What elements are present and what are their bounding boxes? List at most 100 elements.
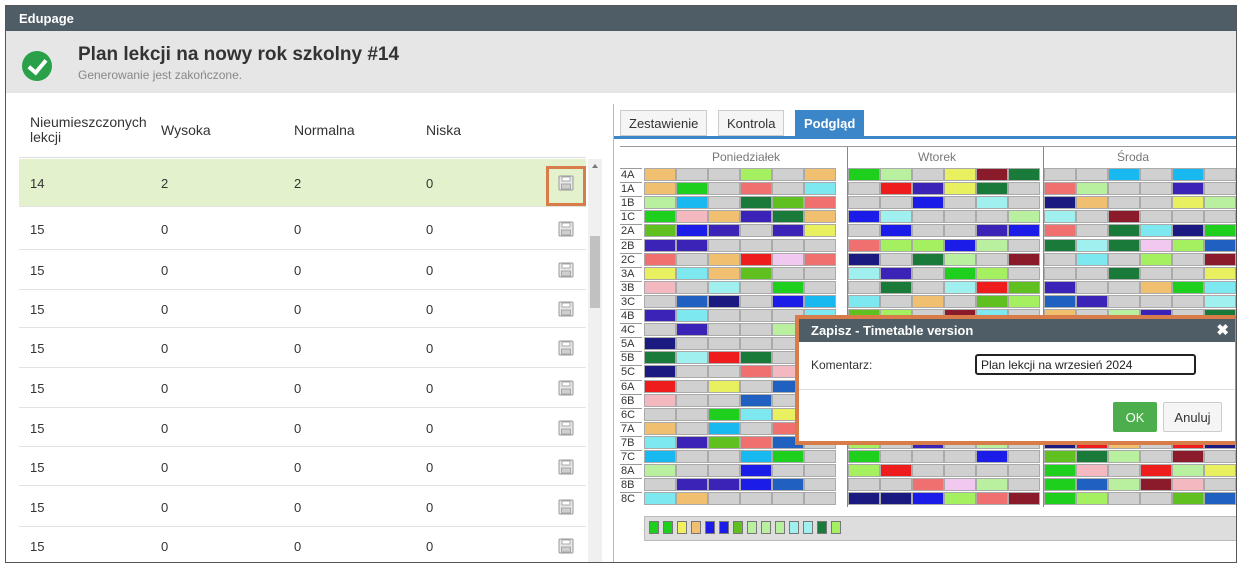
lesson-block: [1008, 266, 1040, 280]
lesson-block: [1076, 224, 1108, 238]
lesson-block: [676, 309, 708, 322]
lesson-block: [1108, 450, 1140, 463]
lesson-block: [1140, 464, 1172, 478]
lesson-block: [880, 464, 912, 478]
lesson-block: [1044, 252, 1076, 266]
legend-swatch: [789, 521, 799, 534]
lesson-block: [1140, 210, 1172, 224]
lesson-block: [772, 478, 804, 492]
app-window: Edupage Plan lekcji na nowy rok szkolny …: [5, 5, 1237, 563]
lesson-block: [976, 478, 1008, 492]
lesson-block: [804, 210, 836, 224]
preview-panel: Zestawienie Kontrola Podgląd Poniedziałe…: [613, 104, 1236, 562]
legend-swatch: [747, 521, 757, 534]
lesson-block: [708, 252, 740, 266]
save-icon[interactable]: [558, 340, 574, 356]
table-row[interactable]: 14 2 2 0: [19, 159, 586, 207]
tab-control[interactable]: Kontrola: [718, 110, 785, 136]
lesson-block: [1140, 294, 1172, 308]
tab-summary[interactable]: Zestawienie: [620, 110, 708, 136]
cancel-button[interactable]: Anuluj: [1163, 402, 1222, 432]
lesson-block: [644, 294, 676, 308]
lesson-block: [708, 238, 740, 252]
table-row[interactable]: 15 0 0 0: [19, 207, 586, 250]
class-label: 1C: [620, 210, 642, 225]
close-icon[interactable]: ✖: [1216, 322, 1229, 339]
lesson-block: [1204, 182, 1236, 196]
lesson-block: [1172, 224, 1204, 238]
save-icon[interactable]: [558, 221, 574, 237]
save-icon[interactable]: [558, 420, 574, 436]
lesson-block: [880, 450, 912, 463]
lesson-block: [1204, 252, 1236, 266]
lesson-block: [644, 393, 676, 407]
comment-input[interactable]: [975, 354, 1196, 375]
table-row[interactable]: 15 0 0 0: [19, 447, 586, 486]
lesson-block: [676, 238, 708, 252]
lesson-block: [804, 224, 836, 238]
lesson-block: [740, 421, 772, 435]
cell-unplaced: 15: [30, 460, 45, 475]
lesson-block: [1172, 266, 1204, 280]
save-icon[interactable]: [558, 301, 574, 317]
lesson-block: [976, 464, 1008, 478]
lesson-block: [708, 407, 740, 421]
class-label: 7A: [620, 421, 642, 436]
ok-button[interactable]: OK: [1113, 402, 1157, 432]
lesson-block: [912, 266, 944, 280]
table-row[interactable]: 15 0 0 0: [19, 527, 586, 562]
save-icon[interactable]: [558, 538, 574, 554]
save-icon[interactable]: [558, 175, 574, 191]
legend-swatch: [761, 521, 771, 534]
table-row[interactable]: 15 0 0 0: [19, 408, 586, 447]
lesson-block: [644, 421, 676, 435]
lesson-block: [1140, 224, 1172, 238]
lesson-block: [1076, 266, 1108, 280]
table-row[interactable]: 15 0 0 0: [19, 328, 586, 368]
lesson-block: [644, 196, 676, 210]
lesson-block: [880, 168, 912, 181]
save-icon[interactable]: [558, 499, 574, 515]
class-label: 3C: [620, 294, 642, 309]
lesson-block: [676, 294, 708, 308]
legend-swatch: [705, 521, 715, 534]
cell-unplaced: 15: [30, 263, 45, 278]
lesson-block: [1204, 210, 1236, 224]
scroll-thumb[interactable]: [590, 236, 600, 308]
lesson-block: [644, 365, 676, 379]
table-scrollbar[interactable]: [588, 159, 602, 562]
table-row[interactable]: 15 0 0 0: [19, 290, 586, 328]
lesson-block: [880, 478, 912, 492]
lesson-block: [848, 196, 880, 210]
table-row[interactable]: 15 0 0 0: [19, 368, 586, 408]
lesson-block: [880, 492, 912, 506]
lesson-block: [1172, 238, 1204, 252]
tab-preview[interactable]: Podgląd: [795, 110, 865, 136]
lesson-block: [1108, 238, 1140, 252]
lesson-block: [848, 294, 880, 308]
lesson-block: [676, 280, 708, 294]
lesson-block: [1140, 238, 1172, 252]
lesson-block: [1008, 464, 1040, 478]
lesson-block: [708, 450, 740, 463]
cell-low: 0: [426, 381, 434, 396]
cell-normal: 2: [294, 176, 302, 191]
save-icon[interactable]: [558, 380, 574, 396]
class-label: 8C: [620, 492, 642, 507]
save-icon[interactable]: [558, 262, 574, 278]
lesson-block: [1044, 224, 1076, 238]
cell-unplaced: 15: [30, 500, 45, 515]
lesson-block: [944, 450, 976, 463]
lesson-block: [676, 224, 708, 238]
lesson-block: [848, 238, 880, 252]
lesson-block: [1172, 464, 1204, 478]
lesson-block: [740, 323, 772, 337]
save-icon[interactable]: [558, 459, 574, 475]
table-row[interactable]: 15 0 0 0: [19, 486, 586, 527]
lesson-block: [644, 492, 676, 506]
page-header: Plan lekcji na nowy rok szkolny #14 Gene…: [6, 31, 1236, 93]
scroll-up-icon[interactable]: [592, 164, 598, 168]
lesson-block: [1204, 280, 1236, 294]
table-row[interactable]: 15 0 0 0: [19, 250, 586, 290]
lesson-block: [1140, 182, 1172, 196]
